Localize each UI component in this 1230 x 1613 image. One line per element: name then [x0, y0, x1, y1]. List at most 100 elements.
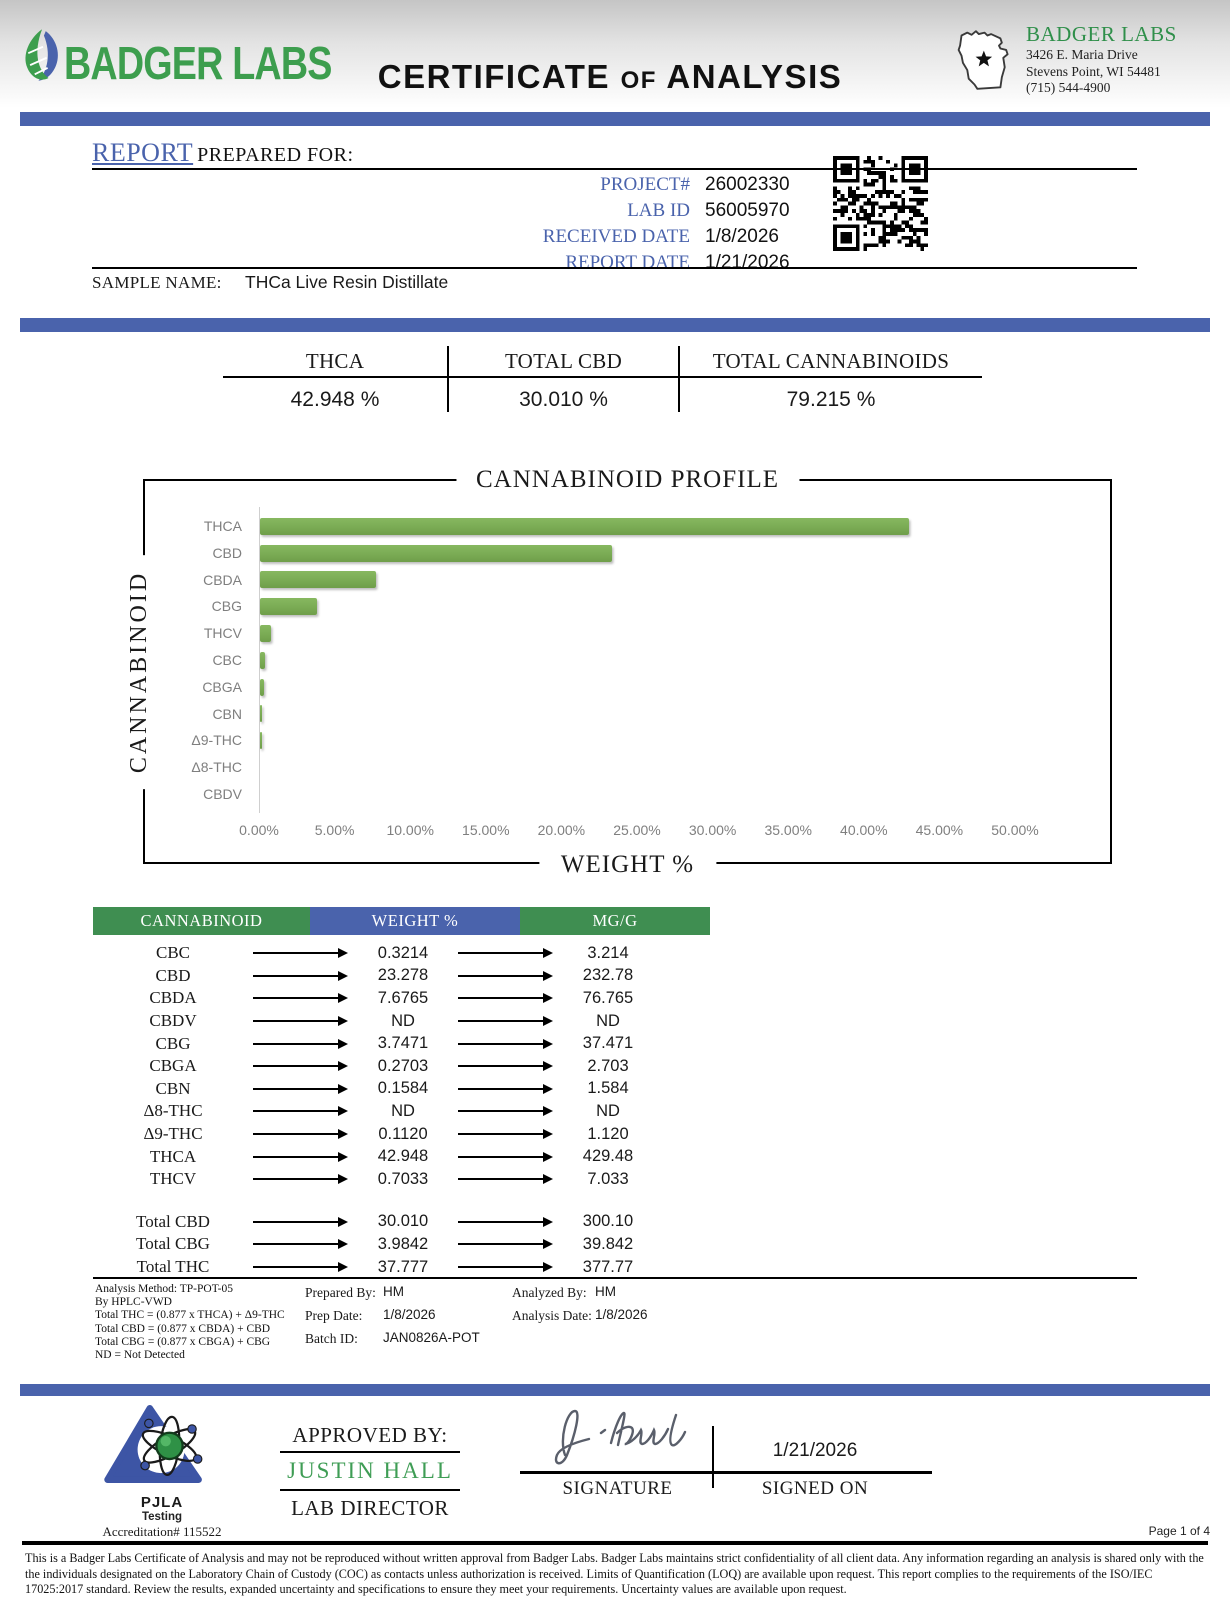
analyte-name: CBD [155, 965, 191, 985]
arrow-line [253, 974, 338, 977]
chart-bar-track [260, 701, 1045, 728]
page-number: Page 1 of 4 [1148, 1524, 1210, 1538]
prepared-by-row: Prepared By: HM [305, 1284, 404, 1302]
chart-bar [260, 732, 262, 750]
lab-name: BADGER LABS [1026, 22, 1177, 46]
signature-rule [520, 1471, 932, 1474]
arrow-head [543, 970, 553, 981]
analyzed-by-row: Analyzed By: HM [512, 1284, 616, 1302]
document-title: CERTIFICATE OF ANALYSIS [330, 58, 890, 96]
chart-x-tick: 5.00% [314, 822, 355, 838]
mgg-value: 7.033 [587, 1169, 629, 1188]
pjla-testing: Testing [141, 1511, 183, 1523]
title-part-1: CERTIFICATE [377, 58, 610, 95]
arrow-head [543, 1061, 553, 1072]
arrow-line [253, 952, 338, 955]
arrow-right-icon [253, 1038, 348, 1049]
arrow-head [338, 1174, 348, 1185]
analyte-name: Total CBG [136, 1234, 210, 1254]
lab-contact-block: BADGER LABS 3426 E. Maria Drive Stevens … [1026, 22, 1216, 97]
table-row: CBDV ND ND [93, 1010, 710, 1033]
summary-label: THCA [223, 346, 447, 378]
arrow-right-icon [253, 1151, 348, 1162]
title-part-2: ANALYSIS [666, 58, 843, 95]
analyte-name: THCV [149, 1169, 197, 1189]
arrow-right-icon [458, 1061, 553, 1072]
arrow-line [458, 1178, 543, 1181]
chart-category-label: THCV [203, 625, 242, 642]
arrow-right-icon [253, 1262, 348, 1273]
arrow-line [253, 1087, 338, 1090]
arrow-line [253, 1065, 338, 1068]
arrow-line [253, 1266, 338, 1269]
chart-row: CBD [145, 540, 1045, 567]
results-table-header: CANNABINOID WEIGHT % MG/G [93, 907, 710, 935]
prep-date-row: Prep Date: 1/8/2026 [305, 1307, 436, 1325]
cannabinoid-profile-chart: CANNABINOID PROFILE CANNABINOID WEIGHT %… [126, 466, 1112, 879]
report-field-value: 1/8/2026 [705, 226, 779, 247]
arrow-line [253, 1178, 338, 1181]
weight-value: 30.010 [377, 1212, 429, 1231]
analyte-name: CBGA [149, 1056, 197, 1076]
chart-bar [260, 598, 317, 616]
table-row: Total CBD 30.010 300.10 [93, 1211, 710, 1234]
report-field-row: REPORT DATE 1/21/2026 [400, 250, 820, 276]
mgg-value: 232.78 [582, 966, 634, 985]
report-fields: PROJECT# 26002330 LAB ID 56005970 RECEIVED D… [400, 172, 820, 276]
weight-value: ND [391, 1011, 415, 1030]
arrow-right-icon [458, 948, 553, 959]
arrow-right-icon [458, 1239, 553, 1250]
chart-plot-area: THCA CBD CBDA CBG THCV CBC CBGA CBN Δ9-THC Δ8-THC… [145, 513, 1045, 808]
arrow-line [458, 1243, 543, 1246]
chart-x-tick: 30.00% [688, 822, 737, 838]
divider-bar-approval [20, 1384, 1210, 1396]
arrow-head [338, 1016, 348, 1027]
analyte-name: CBG [155, 1033, 191, 1053]
disclaimer-text: This is a Badger Labs Certificate of Ana… [25, 1551, 1204, 1596]
arrow-head [338, 1129, 348, 1140]
arrow-right-icon [458, 970, 553, 981]
sample-name-label: SAMPLE NAME: [92, 273, 222, 292]
chart-bar [260, 571, 377, 589]
arrow-head [338, 1061, 348, 1072]
report-field-row: RECEIVED DATE 1/8/2026 [400, 224, 820, 250]
method-note-line: Total CBD = (0.877 x CBDA) + CBD [95, 1322, 271, 1335]
arrow-line [458, 1155, 543, 1158]
prepared-by-label: Prepared By: [305, 1285, 376, 1300]
summary-value: 42.948 % [290, 388, 380, 411]
mgg-value: 3.214 [587, 943, 629, 962]
chart-bar-track [260, 513, 1045, 540]
chart-row: CBDV [145, 781, 1045, 808]
arrow-right-icon [253, 1129, 348, 1140]
chart-bar-track [260, 540, 1045, 567]
chart-category-label: CBDA [203, 571, 242, 588]
arrow-right-icon [253, 1061, 348, 1072]
arrow-head [338, 1083, 348, 1094]
arrow-line [458, 1087, 543, 1090]
analyte-name: Total THC [136, 1257, 210, 1277]
arrow-head [543, 1106, 553, 1117]
chart-x-tick: 45.00% [915, 822, 964, 838]
weight-value: 37.777 [377, 1257, 429, 1276]
sample-rule [92, 267, 1137, 269]
arrow-line [458, 974, 543, 977]
lab-phone: (715) 544-4900 [1026, 80, 1111, 95]
analyte-name: Total CBD [136, 1211, 210, 1231]
results-table: CANNABINOID WEIGHT % MG/G CBC 0.3214 3.214 CB… [93, 907, 710, 1278]
arrow-head [338, 1239, 348, 1250]
arrow-right-icon [458, 1262, 553, 1273]
brand-wordmark: BADGER LABS [64, 37, 332, 89]
analyte-name: CBC [155, 943, 191, 963]
arrow-head [338, 1262, 348, 1273]
table-row: Δ8-THC ND ND [93, 1100, 710, 1123]
chart-bar-track [260, 620, 1045, 647]
analyte-name: CBDV [149, 1011, 197, 1031]
heading-rule [92, 168, 1137, 170]
arrow-line [458, 1266, 543, 1269]
summary-column: THCA 42.948 % [223, 346, 447, 412]
table-row: CBG 3.7471 37.471 [93, 1032, 710, 1055]
weight-value: 0.1120 [378, 1124, 428, 1143]
chart-row: CBDA [145, 567, 1045, 594]
star-icon [975, 50, 993, 67]
arrow-head [543, 1016, 553, 1027]
